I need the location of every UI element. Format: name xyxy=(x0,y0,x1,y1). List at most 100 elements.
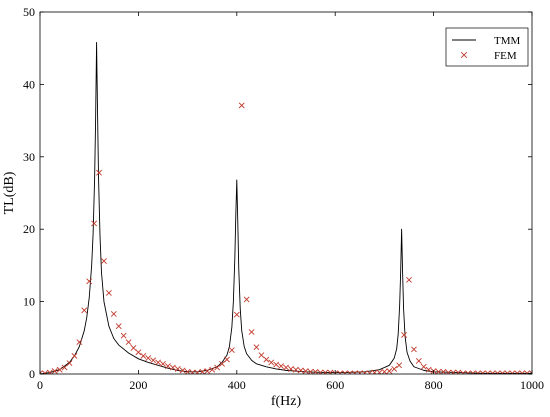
legend: TMM FEM xyxy=(445,27,529,67)
data-point xyxy=(115,323,122,330)
data-point xyxy=(504,370,511,374)
data-point xyxy=(292,366,299,373)
data-point xyxy=(253,344,260,351)
data-point xyxy=(204,368,211,374)
data-point xyxy=(101,258,107,264)
y-axis-title: TL(dB) xyxy=(2,171,17,214)
data-point xyxy=(499,370,506,374)
axes: 0 200 400 600 800 1000 0 10 20 30 40 50 f(Hz) TL(dB) xyxy=(2,5,544,409)
data-point xyxy=(71,352,78,359)
data-point xyxy=(189,369,196,374)
legend-box xyxy=(445,27,529,67)
x-tick-label: 200 xyxy=(129,378,147,392)
data-point xyxy=(317,369,324,374)
data-point xyxy=(278,363,284,369)
data-point xyxy=(361,370,368,374)
data-point xyxy=(145,355,152,361)
data-point xyxy=(135,349,142,356)
data-point xyxy=(150,357,157,364)
data-point xyxy=(327,369,334,374)
data-point xyxy=(174,366,181,372)
data-point xyxy=(110,310,117,317)
data-point xyxy=(81,307,88,314)
x-tick-label: 0 xyxy=(37,378,43,392)
legend-label-fem: FEM xyxy=(494,50,517,62)
data-point xyxy=(479,370,486,374)
data-point xyxy=(509,370,516,374)
data-point xyxy=(470,370,476,374)
data-point xyxy=(514,370,521,374)
data-point xyxy=(484,370,491,374)
data-point xyxy=(169,364,176,371)
data-point xyxy=(233,311,240,318)
data-point xyxy=(450,369,457,374)
x-tick-label: 800 xyxy=(425,378,443,392)
data-point xyxy=(347,370,353,374)
data-point xyxy=(445,369,452,374)
plot-area xyxy=(40,41,532,374)
data-point xyxy=(194,369,201,374)
data-point xyxy=(184,368,191,374)
y-tick-label: 40 xyxy=(23,77,35,91)
data-point xyxy=(529,370,532,374)
data-point xyxy=(125,339,132,346)
data-point xyxy=(440,368,447,374)
legend-label-tmm: TMM xyxy=(494,35,521,47)
data-point xyxy=(494,370,501,374)
data-point xyxy=(66,360,73,367)
data-point xyxy=(263,356,270,363)
data-point xyxy=(140,352,147,359)
data-point xyxy=(342,370,348,374)
data-point xyxy=(425,366,432,373)
data-point xyxy=(401,331,407,338)
data-point xyxy=(105,289,112,296)
data-point xyxy=(76,339,83,346)
x-tick-label: 1000 xyxy=(520,378,544,392)
data-point xyxy=(209,366,216,373)
data-point xyxy=(337,370,344,374)
data-point xyxy=(120,332,127,339)
data-point xyxy=(524,370,530,374)
data-point xyxy=(489,370,496,374)
data-point xyxy=(61,364,68,371)
data-point xyxy=(46,369,53,374)
data-point xyxy=(386,368,393,374)
data-point xyxy=(214,364,221,371)
data-point xyxy=(40,370,43,374)
data-point xyxy=(376,369,383,374)
data-point xyxy=(465,370,471,374)
data-point xyxy=(391,366,398,372)
data-point xyxy=(91,220,98,227)
data-point xyxy=(406,276,412,283)
data-point xyxy=(351,370,358,374)
data-point xyxy=(519,370,526,374)
data-point xyxy=(288,366,294,372)
y-tick-label: 50 xyxy=(23,5,35,19)
data-point xyxy=(42,370,48,374)
data-point xyxy=(199,368,206,374)
data-point xyxy=(179,367,186,374)
data-point xyxy=(130,345,137,351)
data-point xyxy=(165,363,171,369)
data-point xyxy=(366,370,373,374)
data-point xyxy=(381,368,388,374)
data-point xyxy=(460,370,467,374)
data-point xyxy=(258,352,265,359)
y-tick-label: 10 xyxy=(23,295,35,309)
data-point xyxy=(307,368,314,374)
x-tick-label: 400 xyxy=(228,378,246,392)
x-axis-title: f(Hz) xyxy=(271,394,302,409)
data-point xyxy=(474,370,481,374)
data-point xyxy=(243,296,250,303)
data-point xyxy=(268,359,275,366)
data-point xyxy=(219,360,225,367)
data-point xyxy=(248,329,255,335)
y-tick-label: 20 xyxy=(23,222,35,236)
data-point xyxy=(302,368,309,374)
data-point xyxy=(86,278,93,285)
data-point xyxy=(322,369,329,374)
y-tick-label: 0 xyxy=(29,367,35,381)
data-point xyxy=(238,102,245,109)
data-point xyxy=(312,368,319,374)
